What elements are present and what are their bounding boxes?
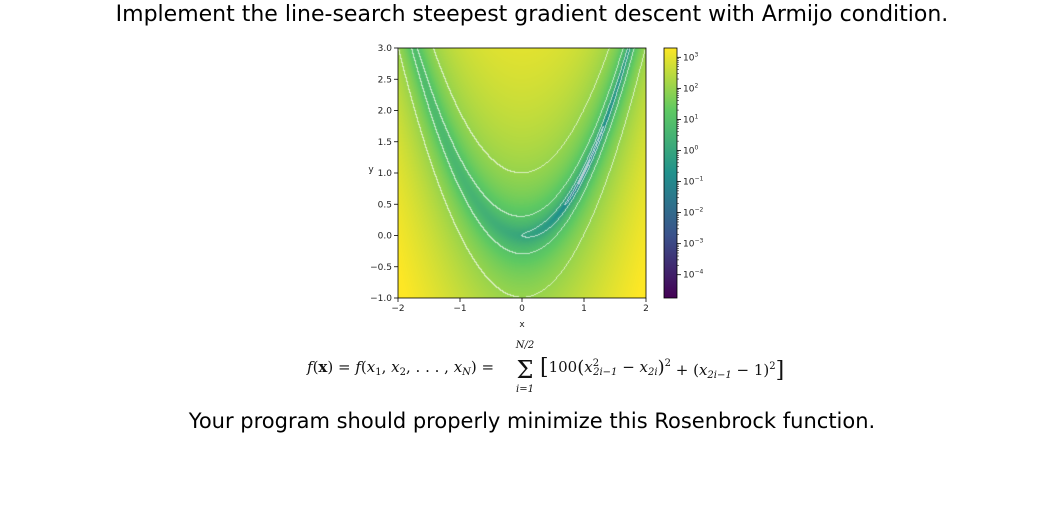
colorbar-tick-label: 10−1 (683, 176, 703, 188)
colorbar-tick-label: 102 (683, 82, 698, 94)
y-tick-label: 0.0 (378, 232, 393, 242)
y-tick-label: 0.5 (378, 200, 392, 210)
y-tick-label: 2.5 (378, 75, 392, 85)
x-tick-label: 1 (581, 304, 587, 314)
colorbar-tick-label: 103 (683, 51, 698, 63)
x-axis-label: x (519, 320, 525, 330)
colorbar-tick-label: 10−2 (683, 207, 703, 219)
y-tick-label: −0.5 (370, 263, 392, 273)
x-tick-label: −2 (391, 304, 404, 314)
slide-title: Implement the line-search steepest gradi… (115, 2, 949, 27)
rosenbrock-figure: 3.02.52.01.51.00.50.0−0.5−1.0 −2 −1 0 1 2 y … (368, 44, 703, 330)
x-tick-label: −1 (453, 304, 466, 314)
x-tick-label: 0 (519, 304, 525, 314)
slide-footer: Your program should properly minimize th… (188, 409, 876, 433)
svg-text:f(x) = f(x1, x2, . . . , xN) =: f(x) = f(x1, x2, . . . , xN) = (306, 358, 494, 378)
y-axis: 3.0 2.5 2.0 1.5 1.0 0.5 0.0 −0.5 −1.0 (370, 44, 398, 304)
rosenbrock-formula: f(x) = f(x1, x2, . . . , xN) = N/2 Σ i=1… (306, 340, 784, 395)
sum-lower-limit: i=1 (516, 384, 534, 395)
y-tick-label: 1.0 (378, 169, 393, 179)
sum-upper-limit: N/2 (515, 340, 534, 351)
y-tick-label: 3.0 (378, 44, 393, 54)
heatmap-area (397, 47, 647, 299)
x-axis: −2 −1 0 1 2 (391, 298, 649, 314)
y-tick-label: −1.0 (370, 294, 392, 304)
y-axis-label: y (368, 165, 374, 175)
heatmap-image (398, 48, 646, 298)
colorbar-tick-label: 10−3 (683, 238, 703, 250)
colorbar: 103 102 101 100 10−1 10−2 10−3 10−4 (663, 47, 703, 299)
y-tick-label: 1.5 (378, 138, 392, 148)
x-tick-label: 2 (643, 304, 649, 314)
colorbar-ticks: 103 102 101 100 10−1 10−2 10−3 10−4 (677, 51, 703, 281)
colorbar-gradient (663, 47, 678, 299)
y-tick-label: 2.0 (378, 107, 393, 117)
colorbar-tick-label: 10−4 (683, 269, 703, 281)
svg-text:Σ: Σ (517, 356, 534, 384)
colorbar-tick-label: 100 (683, 144, 698, 156)
colorbar-tick-label: 101 (683, 113, 698, 125)
